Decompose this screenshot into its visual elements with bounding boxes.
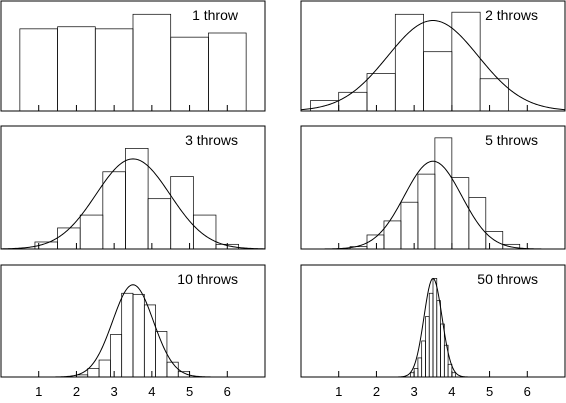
normal-fit-curve: [300, 20, 566, 111]
histogram-bar: [57, 26, 96, 112]
panel-frame: [0, 264, 266, 378]
panel-4: 5 throws: [300, 125, 566, 250]
histogram-bar: [19, 28, 58, 112]
x-tick-label: 5: [486, 384, 493, 399]
histogram-bar: [110, 334, 123, 378]
histogram-bar: [423, 51, 453, 112]
panel-title: 2 throws: [485, 7, 538, 23]
histogram-bar: [192, 214, 217, 250]
histogram-bar: [425, 316, 430, 378]
x-tick-label: 2: [73, 384, 80, 399]
histogram-bar: [417, 357, 423, 378]
histogram-bar: [143, 304, 156, 378]
panel-frame: [300, 0, 566, 112]
histogram-bar: [79, 214, 104, 250]
panel-frame: [300, 264, 566, 378]
histogram-bar: [417, 173, 436, 250]
panel-title: 10 throws: [177, 271, 238, 287]
histogram-bar: [98, 359, 111, 378]
x-tick-label: 5: [186, 384, 193, 399]
panel-6: 50 throws 1 2 3 4 5 6: [300, 264, 566, 399]
x-tick-label: 6: [524, 384, 531, 399]
histogram-bar: [410, 372, 415, 378]
histogram-bar: [434, 137, 453, 250]
histogram-bar: [421, 340, 426, 378]
panel-title: 50 throws: [477, 271, 538, 287]
histogram-bar: [132, 13, 172, 112]
normal-fit-curve: [301, 160, 565, 250]
histogram-bar: [400, 201, 419, 250]
normal-fit-curve: [0, 158, 266, 250]
x-tick-label: 6: [224, 384, 231, 399]
histogram-bar: [147, 198, 172, 250]
x-tick-label: 1: [35, 384, 42, 399]
histogram-bar: [451, 11, 481, 112]
histogram-bar: [94, 28, 134, 112]
histogram-bar: [366, 73, 396, 112]
histogram-bar: [170, 176, 194, 250]
panel-3: 3 throws: [0, 125, 266, 250]
histogram-bar: [432, 278, 438, 378]
histogram-bar: [394, 13, 424, 112]
histogram-bar: [155, 331, 168, 378]
histogram-bar: [447, 363, 453, 378]
histogram-bar: [440, 323, 445, 378]
x-tick-label: 1: [335, 384, 342, 399]
histogram-bar: [338, 91, 368, 112]
histogram-bar: [87, 368, 100, 378]
panel-title: 5 throws: [485, 132, 538, 148]
x-tick-label: 4: [148, 384, 155, 399]
histogram-bar: [428, 292, 434, 378]
panel-2: 2 throws: [300, 0, 566, 112]
panel-frame: [300, 125, 566, 250]
x-tick-label: 4: [448, 384, 455, 399]
x-tick-label: 3: [111, 384, 118, 399]
histogram-bar: [436, 300, 441, 378]
histogram-bar: [102, 171, 126, 250]
panel-frame: [0, 0, 266, 112]
histogram-bar: [451, 372, 456, 378]
histogram-bar: [170, 36, 209, 112]
panel-title: 3 throws: [185, 132, 238, 148]
histogram-bar: [479, 78, 509, 112]
panel-frame: [0, 125, 266, 250]
histogram-bar: [121, 292, 134, 378]
histogram-bar: [208, 32, 247, 112]
x-tick-label: 3: [411, 384, 418, 399]
panel-1: 1 throw: [0, 0, 266, 112]
panel-title: 1 throw: [192, 7, 239, 23]
histogram-bar: [451, 177, 470, 250]
x-tick-label: 2: [373, 384, 380, 399]
histogram-bar: [166, 361, 179, 378]
histogram-bar: [413, 368, 419, 378]
histogram-bar: [132, 293, 145, 378]
panel-5: 10 throws 1 2 3 4 5 6: [0, 264, 266, 399]
